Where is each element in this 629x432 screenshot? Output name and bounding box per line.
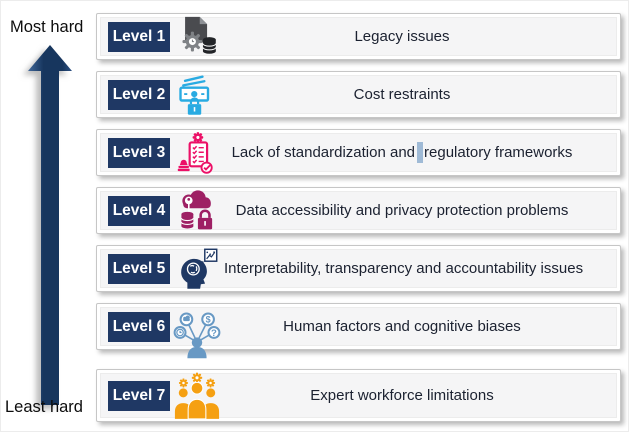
level-badge: Level 4 xyxy=(108,195,170,226)
level-description: Data accessibility and privacy protectio… xyxy=(235,202,569,219)
level-row: Level 5 Interpretability, transparency a… xyxy=(96,245,621,292)
level-row-inner: Level 4 Data accessibility and privacy p… xyxy=(100,189,617,230)
axis-label-least-hard: Least hard xyxy=(5,398,83,416)
level-row: Level 1 Legacy issues xyxy=(96,13,621,60)
axis-label-most-hard: Most hard xyxy=(10,18,84,36)
cloud-database-lock-icon xyxy=(170,188,224,234)
level-row-inner: Level 3 Lack of standardization and regul… xyxy=(100,131,617,174)
level-row: Level 7 Expert workforce xyxy=(96,369,621,422)
level-description: Expert workforce limitations xyxy=(310,387,494,404)
team-gears-icon xyxy=(170,372,224,419)
level-row: Level 2 Cost restraints xyxy=(96,71,621,118)
svg-text:?: ? xyxy=(211,328,217,339)
level-row: Level 4 Data accessibility and privacy p… xyxy=(96,187,621,234)
level-description: Lack of standardization and regulatory fr… xyxy=(231,142,573,163)
legacy-document-gear-database-icon xyxy=(170,14,224,60)
level-badge: Level 6 xyxy=(108,311,170,342)
level-row-inner: Level 2 Cost restraints xyxy=(100,74,617,115)
text-cursor-artifact xyxy=(417,142,424,163)
level-badge: Level 7 xyxy=(108,380,170,411)
person-decision-network-icon: $ ? xyxy=(170,304,224,358)
head-brain-chart-icon xyxy=(170,246,224,292)
difficulty-up-arrow xyxy=(28,45,72,405)
level-row-inner: Level 6 $ ? Human factors and cognitive … xyxy=(100,307,617,358)
level-row-inner: Level 7 Expert workforce xyxy=(100,372,617,419)
svg-text:$: $ xyxy=(206,314,211,324)
money-lock-icon xyxy=(170,72,224,118)
level-badge: Level 1 xyxy=(108,21,170,52)
level-badge: Level 5 xyxy=(108,253,170,284)
level-description: Interpretability, transparency and accou… xyxy=(224,260,584,277)
level-badge: Level 3 xyxy=(108,137,170,168)
level-badge: Level 2 xyxy=(108,79,170,110)
level-description: Human factors and cognitive biases xyxy=(283,318,521,335)
level-row-inner: Level 1 Legacy issues xyxy=(100,16,617,56)
level-row: Level 3 Lack of standardization and regul… xyxy=(96,129,621,176)
level-row: Level 6 $ ? Human factors and cognitive … xyxy=(96,303,621,358)
checklist-stamp-icon xyxy=(170,130,224,176)
levels-list: Level 1 Legacy issues Level 2 xyxy=(96,13,621,422)
level-description: Cost restraints xyxy=(353,86,451,103)
level-description: Legacy issues xyxy=(354,28,450,45)
level-row-inner: Level 5 Interpretability, transparency a… xyxy=(100,248,617,289)
